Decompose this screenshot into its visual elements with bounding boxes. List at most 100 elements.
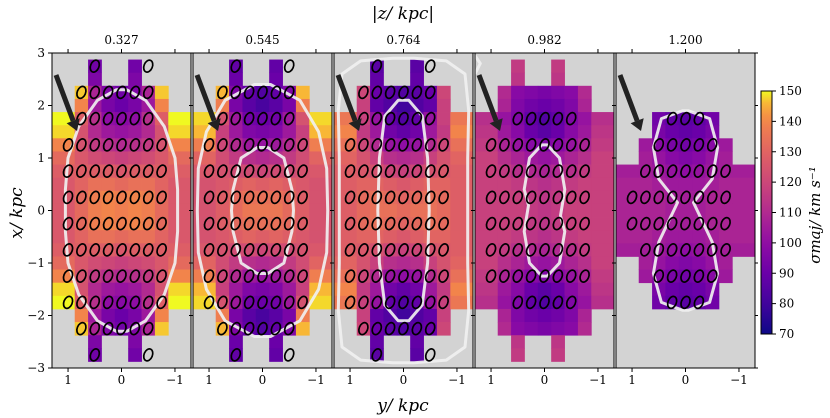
velocity-ellipse <box>693 295 705 310</box>
heatmap-cell <box>295 125 310 139</box>
heatmap-cell <box>665 125 680 139</box>
velocity-ellipse <box>485 138 497 152</box>
velocity-ellipse <box>76 269 87 283</box>
velocity-ellipse <box>297 190 308 205</box>
velocity-ellipse <box>243 216 255 231</box>
heatmap-cell <box>141 177 156 192</box>
heatmap-cell <box>665 282 680 297</box>
velocity-ellipse <box>217 269 228 283</box>
colorbar-tick-label: 110 <box>779 206 802 220</box>
velocity-ellipse <box>203 269 215 283</box>
velocity-ellipse <box>512 295 524 310</box>
heatmap-cell <box>128 151 142 165</box>
heatmap-cell <box>114 282 129 297</box>
x-tick-label: 0 <box>118 373 126 387</box>
heatmap-cell <box>229 72 243 87</box>
heatmap-cell <box>356 230 371 244</box>
heatmap-cell <box>168 125 191 139</box>
y-tick-label: −2 <box>27 309 45 323</box>
heatmap-cell <box>356 308 371 323</box>
heatmap-cell <box>242 282 257 297</box>
velocity-ellipse <box>424 295 436 310</box>
velocity-ellipse <box>116 216 127 231</box>
velocity-ellipse <box>116 190 127 205</box>
velocity-ellipse <box>89 85 101 100</box>
velocity-ellipse <box>693 269 705 283</box>
heatmap-cell <box>423 98 438 113</box>
y-tick-label: −1 <box>27 256 45 270</box>
heatmap-cell <box>638 269 653 284</box>
heatmap-cell <box>88 203 102 218</box>
heatmap-cell <box>410 308 424 323</box>
heatmap-cell <box>215 256 230 270</box>
velocity-ellipse <box>525 138 537 152</box>
velocity-ellipse <box>89 216 101 231</box>
velocity-ellipse <box>230 269 242 283</box>
heatmap-cell <box>475 177 499 192</box>
heatmap-cell <box>537 203 552 218</box>
heatmap-cell <box>616 177 640 192</box>
velocity-ellipse <box>102 164 114 178</box>
velocity-ellipse <box>257 243 268 257</box>
heatmap-cell <box>591 112 614 126</box>
heatmap-cell <box>128 348 142 362</box>
x-tick-label: 1 <box>628 373 636 387</box>
heatmap-cell <box>450 138 473 152</box>
velocity-ellipse <box>525 243 537 257</box>
heatmap-cell <box>193 125 217 139</box>
heatmap-cell <box>475 203 499 218</box>
velocity-ellipse <box>565 111 577 126</box>
heatmap-cell <box>396 125 411 139</box>
heatmap-cell <box>295 230 310 244</box>
heatmap-cell <box>551 59 565 74</box>
heatmap-cell <box>436 308 451 323</box>
x-tick-label: −1 <box>730 373 748 387</box>
heatmap-cell <box>591 125 614 139</box>
heatmap-cell <box>524 282 539 297</box>
heatmap-cell <box>732 164 755 179</box>
velocity-ellipse <box>203 243 215 257</box>
heatmap-cell <box>705 203 720 218</box>
velocity-ellipse <box>525 111 537 126</box>
velocity-ellipse <box>411 269 423 283</box>
colorbar-tick-label: 90 <box>779 266 794 280</box>
velocity-ellipse <box>129 164 141 178</box>
velocity-ellipse <box>257 295 268 310</box>
heatmap-cell <box>154 112 169 126</box>
heatmap-cell <box>193 230 217 244</box>
heatmap-cell <box>269 177 283 192</box>
velocity-ellipse <box>666 216 678 231</box>
heatmap-cell <box>577 256 592 270</box>
velocity-ellipse <box>653 243 665 257</box>
velocity-ellipse <box>512 164 524 178</box>
velocity-ellipse <box>217 164 228 178</box>
velocity-ellipse <box>552 269 564 283</box>
velocity-ellipse <box>344 164 356 178</box>
velocity-ellipse <box>666 111 678 126</box>
velocity-ellipse <box>485 269 497 283</box>
heatmap-cell <box>616 230 640 244</box>
velocity-ellipse <box>666 295 678 310</box>
velocity-ellipse <box>89 164 101 178</box>
velocity-ellipse <box>358 138 369 152</box>
velocity-ellipse <box>438 164 449 178</box>
heatmap-cell <box>410 256 424 270</box>
heatmap-cell <box>511 98 525 113</box>
heatmap-cell <box>551 230 565 244</box>
velocity-ellipse <box>203 295 215 310</box>
velocity-ellipse <box>424 348 436 362</box>
velocity-ellipse <box>411 321 423 336</box>
heatmap-cell <box>309 295 332 310</box>
heatmap-cell <box>334 230 358 244</box>
velocity-ellipse <box>424 138 436 152</box>
velocity-ellipse <box>102 243 114 257</box>
heatmap-cell <box>396 256 411 270</box>
heatmap-cell <box>551 322 565 336</box>
heatmap-cell <box>334 256 358 270</box>
heatmap-cell <box>74 203 89 218</box>
velocity-ellipse <box>640 190 651 205</box>
heatmap-cell <box>678 282 693 297</box>
x-tick-label: 0 <box>259 373 267 387</box>
velocity-ellipse <box>693 216 705 231</box>
velocity-ellipse <box>666 190 678 205</box>
